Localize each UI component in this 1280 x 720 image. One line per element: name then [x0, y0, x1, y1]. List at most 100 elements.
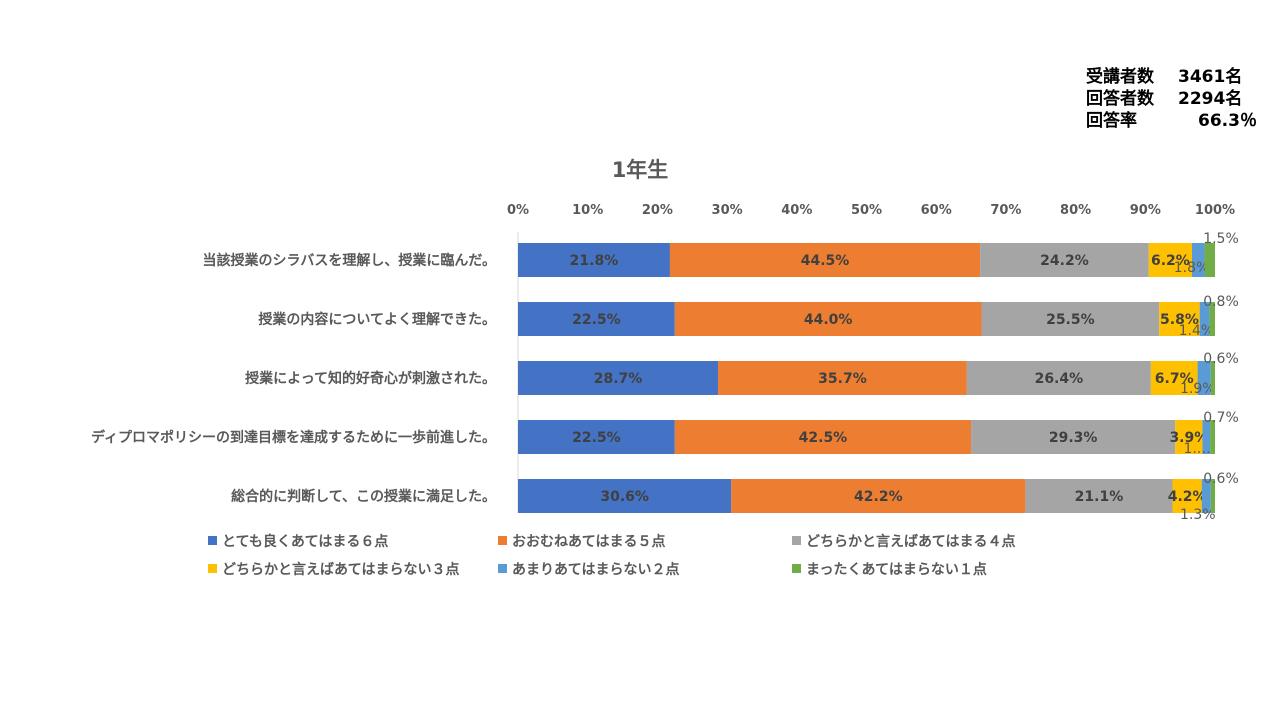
data-label: 1.4%	[1179, 323, 1215, 339]
data-label: 42.2%	[854, 489, 903, 505]
stat-value: 3461名	[1178, 67, 1243, 87]
category-label: 総合的に判断して、この授業に満足した。	[231, 488, 496, 505]
bar-segment	[981, 302, 1160, 336]
bar-segment	[966, 361, 1151, 395]
bar-segment	[1210, 361, 1215, 395]
x-tick-label: 80%	[1060, 203, 1091, 218]
bar-segment	[1201, 479, 1211, 513]
bar-segment	[1191, 243, 1205, 277]
x-tick-label: 70%	[990, 203, 1021, 218]
data-label: 44.0%	[804, 312, 853, 328]
bar-segment	[1210, 479, 1215, 513]
x-tick-label: 40%	[781, 203, 812, 218]
data-label: 6.2%	[1151, 253, 1190, 269]
stat-label: 回答者数	[1086, 89, 1154, 109]
data-label: 29.3%	[1049, 430, 1098, 446]
data-label: 1.5%	[1203, 231, 1239, 247]
data-label: 1.…	[1183, 441, 1210, 457]
x-tick-label: 20%	[642, 203, 673, 218]
legend-swatch	[498, 564, 507, 573]
legend-label: おおむねあてはまる５点	[512, 533, 665, 550]
legend-label: あまりあてはまらない２点	[512, 561, 679, 578]
legend-swatch	[792, 564, 801, 573]
x-tick-label: 10%	[572, 203, 603, 218]
data-label: 42.5%	[799, 430, 848, 446]
category-label: 授業によって知的好奇心が刺激された。	[245, 370, 496, 387]
legend-label: どちらかと言えばあてはまらない３点	[222, 561, 459, 578]
response-stats: 受講者数 3461名 回答者数 2294名 回答率 66.3％	[1086, 66, 1257, 132]
data-label: 1.3%	[1180, 507, 1216, 523]
bar-segment	[1202, 420, 1211, 454]
bar-segment	[1175, 420, 1203, 454]
legend-label: どちらかと言えばあてはまる４点	[806, 533, 1015, 550]
stat-value: 66.3％	[1198, 111, 1257, 131]
bar-segment	[718, 361, 967, 395]
bar-segment	[518, 361, 719, 395]
data-label: 0.8%	[1203, 294, 1239, 310]
bar-segment	[971, 420, 1176, 454]
bar-segment	[1025, 479, 1173, 513]
data-label: 0.6%	[1203, 471, 1239, 487]
data-label: 24.2%	[1040, 253, 1089, 269]
x-tick-label: 100%	[1195, 203, 1235, 218]
bar-segment	[1210, 420, 1215, 454]
bar-segment	[1159, 302, 1200, 336]
stat-label: 受講者数	[1086, 67, 1154, 87]
bar-segment	[980, 243, 1149, 277]
legend-swatch	[792, 536, 801, 545]
x-tick-label: 50%	[851, 203, 882, 218]
data-label: 26.4%	[1035, 371, 1084, 387]
data-label: 30.6%	[600, 489, 649, 505]
data-label: 0.6%	[1203, 351, 1239, 367]
category-label: ディプロマポリシーの到達目標を達成するために一歩前進した。	[91, 429, 496, 446]
bar-segment	[1209, 302, 1215, 336]
bar-segment	[1204, 243, 1215, 277]
data-label: 22.5%	[572, 430, 621, 446]
bar-segment	[1148, 243, 1192, 277]
stat-row-respondents: 回答者数 2294名	[1086, 88, 1257, 110]
bar-segment	[518, 420, 675, 454]
x-tick-label: 0%	[507, 203, 529, 218]
legend-swatch	[208, 564, 217, 573]
legend-swatch	[498, 536, 507, 545]
data-label: 25.5%	[1046, 312, 1095, 328]
data-label: 1.8%	[1174, 260, 1210, 276]
bar-segment	[518, 302, 675, 336]
x-tick-label: 90%	[1130, 203, 1161, 218]
data-label: 21.1%	[1075, 489, 1124, 505]
category-label: 当該授業のシラバスを理解し、授業に臨んだ。	[203, 252, 496, 269]
bar-segment	[1199, 302, 1210, 336]
bar-segment	[674, 302, 982, 336]
data-label: 1.9%	[1180, 381, 1216, 397]
legend-swatch	[208, 536, 217, 545]
bar-segment	[1172, 479, 1202, 513]
stat-value: 2294名	[1178, 89, 1243, 109]
x-tick-label: 60%	[921, 203, 952, 218]
data-label: 22.5%	[572, 312, 621, 328]
bar-segment	[1150, 361, 1198, 395]
stat-label: 回答率	[1086, 111, 1137, 131]
data-label: 6.7%	[1155, 371, 1194, 387]
bar-segment	[1197, 361, 1211, 395]
bar-segment	[731, 479, 1026, 513]
stat-row-response-rate: 回答率 66.3％	[1086, 110, 1257, 132]
data-label: 35.7%	[818, 371, 867, 387]
stat-row-enrolled: 受講者数 3461名	[1086, 66, 1257, 88]
bar-segment	[669, 243, 981, 277]
bar-segment	[674, 420, 972, 454]
x-tick-label: 30%	[712, 203, 743, 218]
data-label: 21.8%	[570, 253, 619, 269]
bar-segment	[518, 243, 670, 277]
data-label: 0.7%	[1203, 410, 1239, 426]
bar-segment	[518, 479, 732, 513]
legend-label: まったくあてはまらない１点	[806, 561, 987, 578]
chart-title: 1年生	[612, 158, 669, 182]
data-label: 28.7%	[594, 371, 643, 387]
category-label: 授業の内容についてよく理解できた。	[258, 311, 496, 328]
data-label: 3.9%	[1169, 430, 1208, 446]
data-label: 4.2%	[1168, 489, 1207, 505]
data-label: 5.8%	[1160, 312, 1199, 328]
data-label: 44.5%	[801, 253, 850, 269]
legend-label: とても良くあてはまる６点	[222, 533, 388, 550]
